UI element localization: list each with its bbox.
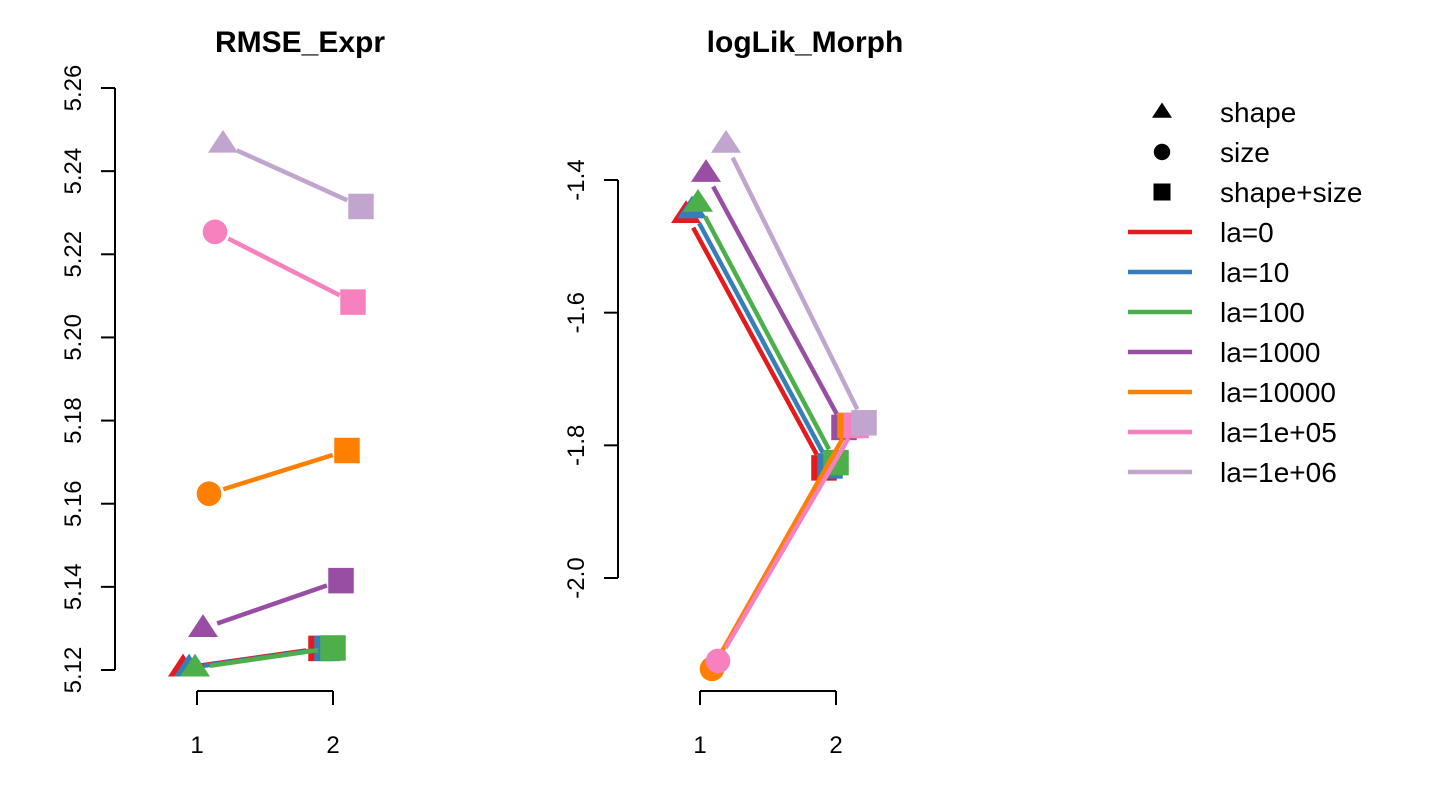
series-la=1e+06 xyxy=(711,129,877,436)
y-tick-label: 5.12 xyxy=(60,647,87,694)
y-tick-label: 5.20 xyxy=(60,314,87,361)
y-tick-label: 5.18 xyxy=(60,397,87,444)
series-la=10 xyxy=(677,195,843,479)
panel-title: logLik_Morph xyxy=(707,26,904,59)
legend-label: shape xyxy=(1220,97,1296,128)
series-la=100 xyxy=(683,188,849,476)
x-tick-label: 2 xyxy=(326,732,339,759)
series-line xyxy=(235,148,349,203)
x-tick-label: 1 xyxy=(693,732,706,759)
legend-square-icon xyxy=(1153,183,1171,201)
legend: shape size shape+size la=0 la=10 la=100 la=100… xyxy=(1128,97,1362,488)
data-point xyxy=(683,188,713,212)
series-la=1e+05 xyxy=(202,219,366,315)
series-la=1000 xyxy=(691,159,857,441)
panel-1: RMSE_Expr 5.12 5.14 5.16 5.18 5.20 5.22 5.24 5.2… xyxy=(60,26,385,759)
data-point xyxy=(348,193,374,220)
legend-label: la=100 xyxy=(1220,297,1305,328)
data-point xyxy=(180,653,210,677)
series-line xyxy=(730,156,860,411)
y-tick-label: 5.22 xyxy=(60,231,87,278)
x-tick-label: 2 xyxy=(829,732,842,759)
panel-2: logLik_Morph-1.4-1.6-1.8-2.01 2 xyxy=(563,26,903,759)
data-point xyxy=(691,159,721,182)
y-tick-label: 5.26 xyxy=(60,65,87,112)
series-line xyxy=(209,647,319,669)
data-point xyxy=(705,648,731,674)
legend-label: size xyxy=(1220,137,1270,168)
series-line xyxy=(697,221,825,454)
y-tick-label: -1.6 xyxy=(563,292,590,333)
data-point xyxy=(196,481,222,507)
y-tick-label: -1.8 xyxy=(563,425,590,466)
legend-label: la=10 xyxy=(1220,257,1289,288)
series-la=100 xyxy=(180,635,346,677)
y-tick-label: 5.16 xyxy=(60,480,87,527)
data-point xyxy=(188,614,218,637)
series-line xyxy=(711,185,839,416)
y-tick-label: -2.0 xyxy=(563,557,590,598)
y-tick-label: 5.24 xyxy=(60,148,87,195)
series-line xyxy=(227,236,341,298)
series-line xyxy=(222,452,334,492)
series-la=1000 xyxy=(188,567,354,637)
legend-label: la=1000 xyxy=(1220,337,1320,368)
series-line xyxy=(216,583,328,626)
series-la=1e+06 xyxy=(208,129,374,220)
legend-triangle-icon xyxy=(1152,102,1172,118)
data-point xyxy=(202,219,228,245)
legend-label: la=1e+05 xyxy=(1220,417,1337,448)
y-axis: -1.4 -1.6 -1.8 -2.0 xyxy=(563,159,619,599)
data-point xyxy=(208,129,238,153)
legend-label: shape+size xyxy=(1220,177,1362,208)
legend-label: la=0 xyxy=(1220,217,1274,248)
y-tick-label: 5.14 xyxy=(60,563,87,610)
data-point xyxy=(320,635,346,661)
legend-circle-icon xyxy=(1153,143,1171,161)
data-point xyxy=(334,437,360,464)
panel-title: RMSE_Expr xyxy=(215,26,385,59)
series-line xyxy=(691,226,819,456)
series-line xyxy=(703,215,831,451)
data-point xyxy=(340,289,366,315)
series-line xyxy=(723,437,851,650)
legend-label: la=10000 xyxy=(1220,377,1336,408)
data-point xyxy=(851,410,877,436)
legend-label: la=1e+06 xyxy=(1220,457,1337,488)
data-point xyxy=(328,567,354,594)
y-tick-label: -1.4 xyxy=(563,159,590,200)
x-tick-label: 1 xyxy=(190,732,203,759)
series-la=0 xyxy=(671,200,837,481)
y-axis: 5.12 5.14 5.16 5.18 5.20 5.22 5.24 5.26 xyxy=(60,65,116,694)
series-la=10000 xyxy=(196,437,360,507)
data-point xyxy=(711,129,741,153)
